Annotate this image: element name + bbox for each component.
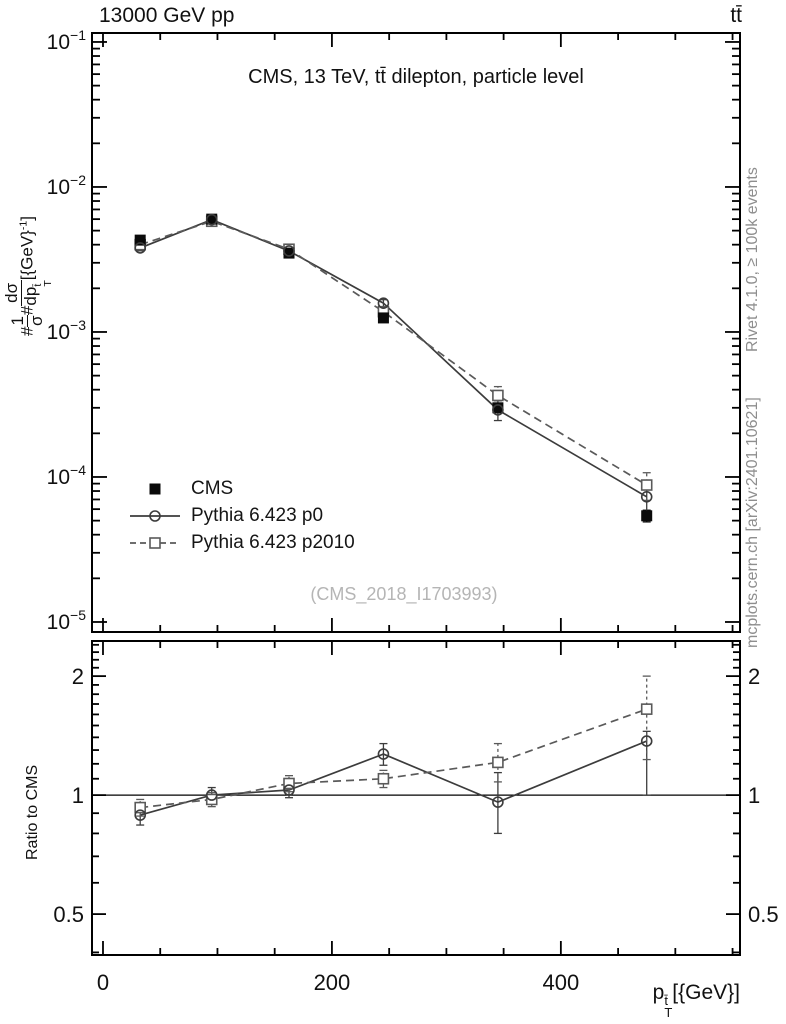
svg-text:10−2: 10−2 (47, 172, 87, 199)
svg-text:2: 2 (72, 664, 84, 689)
series-markers (134, 213, 653, 503)
svg-text:1: 1 (72, 783, 84, 808)
svg-text:0.5: 0.5 (748, 902, 779, 927)
series-line (139, 218, 648, 498)
open-circle-solid-line-icon (128, 508, 182, 524)
svg-text:10−5: 10−5 (47, 607, 87, 634)
unit-text: [{GeV} (17, 230, 37, 281)
main-y-axis-title: #1 σ # dσ dp t̄ T [{GeV}-1] (2, 216, 54, 336)
unit-close: ] (17, 216, 37, 221)
ratio-panel: 0 200 400 2 2 1 1 0.5 0.5 (53, 640, 779, 995)
series-line (139, 220, 648, 486)
svg-text:0.5: 0.5 (53, 902, 84, 927)
open-square-dashed-line-icon (128, 535, 182, 551)
filled-square-marker-icon (128, 481, 182, 497)
svg-text:1: 1 (748, 783, 760, 808)
svg-text:0: 0 (97, 970, 109, 995)
series-markers (134, 215, 653, 491)
legend-item-pythia-p0: Pythia 6.423 p0 (128, 502, 355, 529)
legend-item-pythia-p2010: Pythia 6.423 p2010 (128, 529, 355, 556)
legend-label: Pythia 6.423 p2010 (191, 531, 355, 553)
svg-text:2: 2 (748, 664, 760, 689)
fraction-dsigma-dpt: dσ dp t̄ T (2, 280, 54, 306)
ratio-y-axis-title: Ratio to CMS (24, 764, 41, 860)
beam-energy-label: 13000 GeV pp (99, 4, 235, 27)
series-line (140, 708, 647, 809)
svg-text:10−4: 10−4 (47, 462, 87, 489)
mcplots-arxiv-note: mcplots.cern.ch [arXiv:2401.10621] (744, 397, 761, 648)
pt-sub-sup: t̄ T (664, 992, 673, 1021)
hash-symbol: # (17, 305, 37, 316)
plot-title: CMS, 13 TeV, tt̄ dilepton, particle leve… (248, 66, 584, 88)
series-markers (134, 213, 653, 522)
legend-label: Pythia 6.423 p0 (191, 504, 324, 526)
legend-label: CMS (191, 477, 234, 499)
legend-item-cms: CMS (128, 475, 355, 502)
svg-text:200: 200 (314, 970, 351, 995)
rivet-version-note: Rivet 4.1.0, ≥ 100k events (744, 167, 761, 352)
svg-text:10−1: 10−1 (47, 27, 87, 54)
analysis-id-watermark: (CMS_2018_I1703993) (310, 584, 498, 604)
hash-symbol: # (17, 326, 37, 336)
svg-text:400: 400 (542, 970, 579, 995)
legend: CMS Pythia 6.423 p0 Pythia 6.423 p2010 (128, 475, 355, 556)
process-tag-label: tt̄ (730, 4, 742, 27)
unit-exponent: -1 (17, 220, 30, 231)
series-line (139, 740, 648, 816)
x-axis-title: p t̄ T [{GeV}] (652, 981, 740, 1021)
series-markers (134, 735, 653, 821)
